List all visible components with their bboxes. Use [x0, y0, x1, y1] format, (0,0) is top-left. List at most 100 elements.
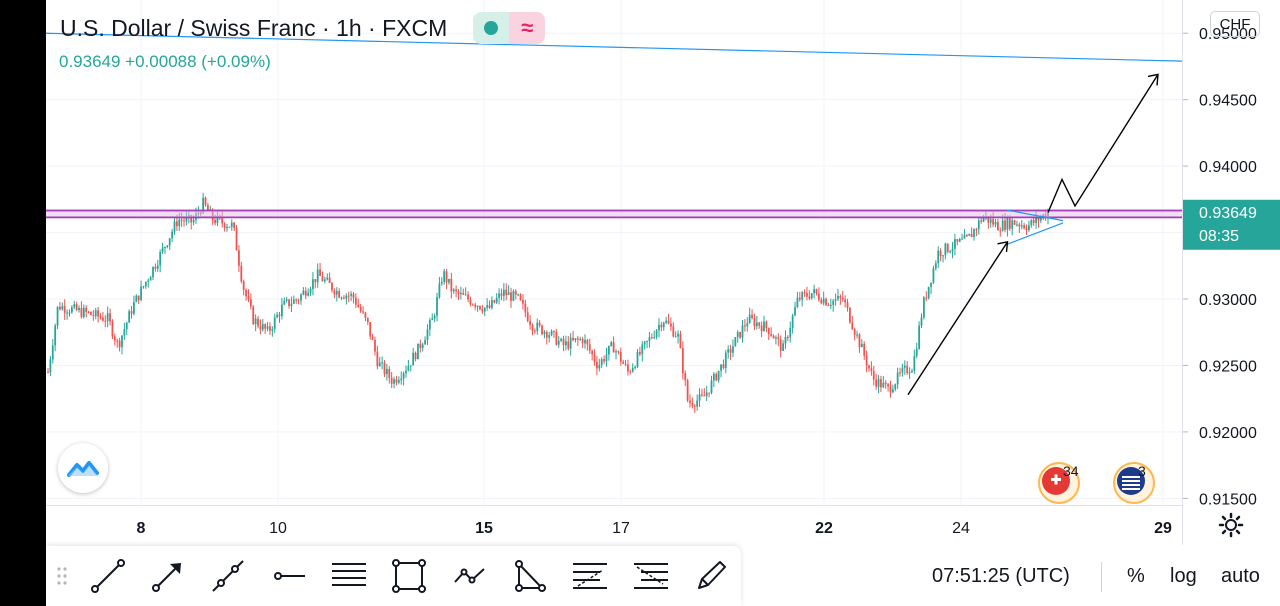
symbol-title[interactable]: U.S. Dollar / Swiss Franc · 1h · FXCM: [60, 14, 448, 41]
candle-up: [106, 313, 109, 321]
time-axis[interactable]: 8 10 15 17 22 24 29: [46, 505, 1182, 545]
candle-up: [736, 331, 739, 338]
candle-down: [533, 330, 536, 332]
candle-down: [338, 290, 341, 298]
candle-down: [1032, 220, 1035, 223]
candle-down: [627, 364, 629, 372]
economic-event-marker[interactable]: 34: [1038, 462, 1080, 504]
price-axis-labels: 0.950000.945000.940000.935000.930000.925…: [1183, 26, 1280, 508]
rally-arrow[interactable]: [907, 241, 1009, 396]
fib-retracement-icon[interactable]: [560, 551, 620, 601]
candle-down: [841, 297, 844, 300]
candle-down: [101, 317, 104, 321]
rectangle-icon[interactable]: [379, 551, 439, 601]
price-axis[interactable]: 0.950000.945000.940000.935000.930000.925…: [1182, 0, 1280, 545]
candle-down: [99, 316, 102, 318]
path-icon[interactable]: [440, 551, 500, 601]
candle-down: [925, 297, 928, 299]
candle-down: [113, 336, 116, 341]
candle-down: [457, 291, 460, 295]
candle-up: [717, 370, 720, 381]
price-chart[interactable]: 34 3: [45, 0, 1183, 505]
price-tick-label: 0.95000: [1199, 26, 1257, 43]
candle-up: [166, 245, 169, 247]
brush-icon[interactable]: [681, 551, 741, 601]
drawing-annotations[interactable]: 34 3: [45, 32, 1183, 504]
utc-clock[interactable]: 07:51:25 (UTC): [932, 565, 1070, 587]
candle-down: [839, 295, 842, 298]
percent-scale-toggle[interactable]: %: [1127, 565, 1145, 587]
candle-down: [514, 291, 517, 295]
candle-down: [359, 307, 362, 312]
time-tick-label: 17: [612, 520, 630, 537]
candle-down: [180, 219, 183, 221]
candle-up: [763, 321, 765, 332]
rally-arrow-head[interactable]: [997, 240, 1009, 252]
projection-path[interactable]: [1047, 74, 1159, 213]
fib-extension-icon[interactable]: [620, 551, 680, 601]
candle-up: [405, 370, 407, 374]
candle-down: [1023, 225, 1026, 229]
last-price-change: 0.93649 +0.00088 (+0.09%): [59, 51, 271, 73]
candle-up: [810, 293, 813, 299]
candle-down: [97, 310, 100, 317]
candle-up: [789, 327, 792, 338]
candle-down: [849, 307, 851, 323]
candle-up: [426, 329, 429, 340]
time-tick-label: 22: [815, 520, 833, 537]
trend-line-icon[interactable]: [78, 551, 138, 601]
triangle-icon[interactable]: [500, 551, 560, 601]
candle-up: [813, 289, 816, 294]
parallel-channel-icon[interactable]: [319, 551, 379, 601]
candle-down: [154, 266, 157, 269]
market-status-badge[interactable]: ≈: [473, 12, 546, 44]
time-tick-label: 10: [269, 520, 287, 537]
candle-up: [149, 277, 152, 281]
resistance-zone[interactable]: [46, 210, 1182, 218]
candle-up: [631, 367, 634, 372]
candle-up: [822, 298, 825, 304]
candle-up: [61, 306, 64, 310]
candle-up: [705, 392, 708, 397]
projection-arrow-head[interactable]: [1147, 73, 1159, 86]
candle-up: [579, 338, 582, 340]
candle-down: [875, 379, 878, 387]
candle-up: [536, 322, 539, 331]
candle-down: [765, 321, 768, 328]
arrow-icon[interactable]: [138, 551, 198, 601]
auto-scale-toggle[interactable]: auto: [1221, 565, 1260, 587]
candle-down: [278, 314, 281, 317]
ray-icon[interactable]: [198, 551, 258, 601]
candle-down: [474, 304, 477, 307]
triangle-upper-line[interactable]: [1006, 209, 1064, 222]
candle-down: [858, 334, 861, 348]
candle-up: [452, 289, 455, 292]
chart-pane[interactable]: 34 3 U.S. Dollar / Swiss Franc · 1h · FXC…: [45, 0, 1183, 545]
candle-down: [820, 299, 823, 304]
candle-down: [488, 305, 491, 308]
candle-down: [679, 333, 682, 349]
candle-down: [693, 405, 696, 407]
chart-settings-icon[interactable]: [1218, 512, 1244, 538]
footer-divider: [1101, 562, 1102, 592]
log-scale-toggle[interactable]: log: [1170, 565, 1197, 587]
current-price-label[interactable]: 0.93649 08:35: [1183, 199, 1280, 250]
price-tick-label: 0.92000: [1199, 425, 1257, 442]
triangle-lower-line[interactable]: [1006, 222, 1064, 246]
candle-up: [417, 343, 419, 360]
candle-up: [741, 325, 744, 338]
candle-down: [870, 368, 873, 372]
horizontal-line-icon[interactable]: [259, 551, 319, 601]
candle-down: [295, 299, 298, 301]
drag-handle-icon[interactable]: [46, 551, 78, 601]
candle-up: [1035, 216, 1037, 223]
currency-button[interactable]: CHF: [1210, 11, 1260, 37]
candle-up: [135, 295, 138, 303]
economic-event-marker[interactable]: 3: [1113, 462, 1155, 504]
candle-up: [958, 239, 961, 242]
long-trend-line[interactable]: [45, 32, 1183, 62]
tradingview-logo-button[interactable]: [58, 443, 108, 493]
candle-down: [414, 352, 417, 360]
candle-up: [677, 333, 679, 337]
candle-up: [271, 329, 274, 331]
